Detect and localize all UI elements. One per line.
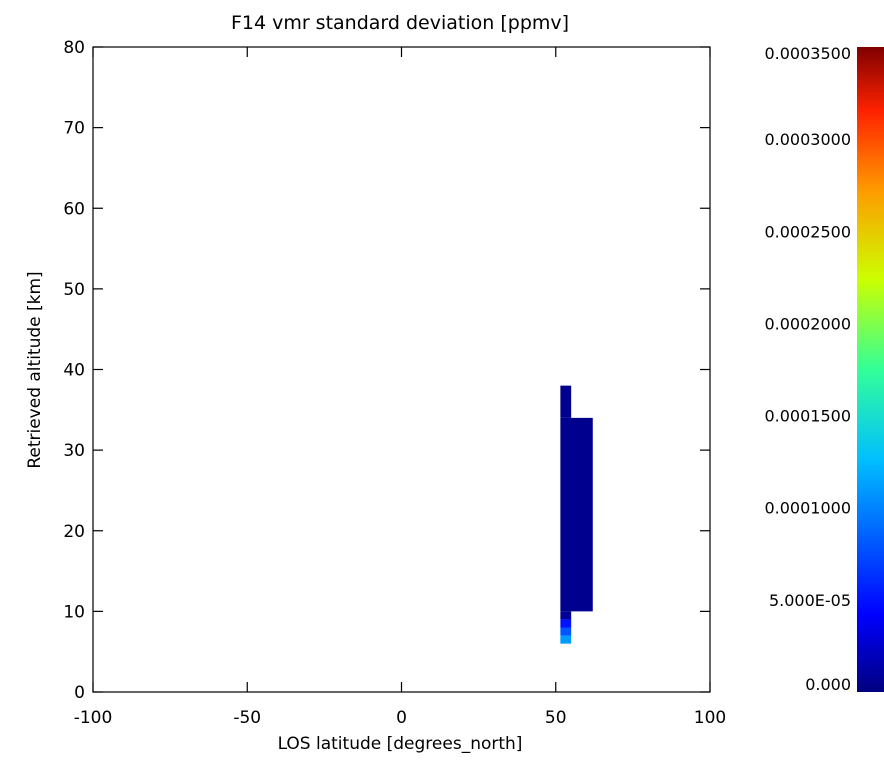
x-tick-label: 100 (694, 708, 726, 728)
plot-frame (92, 46, 711, 693)
heatmap-cell (560, 619, 572, 628)
y-tick-label: 40 (63, 361, 85, 381)
x-tick-label: -100 (74, 708, 113, 728)
colorbar-labels: 0.000 5.000E-05 0.0001000 0.0001500 0.000200… (764, 44, 851, 694)
colorbar-label: 0.0002500 (764, 222, 851, 241)
chart-title: F14 vmr standard deviation [ppmv] (231, 12, 569, 34)
x-axis-ticks: -100 -50 0 50 100 (74, 47, 726, 728)
y-tick-label: 10 (63, 602, 85, 622)
heatmap-cell (560, 627, 572, 636)
heatmap-cells (560, 385, 593, 644)
colorbar (857, 47, 884, 692)
colorbar-label: 0.0002000 (764, 314, 851, 333)
y-tick-label: 70 (63, 119, 85, 139)
y-tick-label: 60 (63, 199, 85, 219)
heatmap-cell (560, 417, 593, 612)
heatmap-cell (560, 635, 572, 644)
x-axis-label: LOS latitude [degrees_north] (278, 734, 523, 754)
y-tick-label: 80 (63, 38, 85, 58)
colorbar-label: 0.000 (805, 675, 851, 694)
y-tick-label: 0 (74, 683, 85, 703)
colorbar-label: 0.0003000 (764, 130, 851, 149)
x-tick-label: -50 (233, 708, 261, 728)
colorbar-label: 0.0003500 (764, 44, 851, 63)
heatmap-cell (560, 385, 572, 418)
colorbar-label: 0.0001500 (764, 407, 851, 426)
colorbar-label: 0.0001000 (764, 499, 851, 518)
y-tick-label: 20 (63, 522, 85, 542)
y-axis-label: Retrieved altitude [km] (25, 271, 45, 468)
y-tick-label: 50 (63, 280, 85, 300)
x-tick-label: 0 (396, 708, 407, 728)
colorbar-label: 5.000E-05 (769, 591, 851, 610)
y-tick-label: 30 (63, 441, 85, 461)
x-tick-label: 50 (545, 708, 567, 728)
y-axis-ticks: 0 10 20 30 40 50 60 70 80 (63, 38, 710, 703)
heatmap-cell (560, 611, 572, 620)
